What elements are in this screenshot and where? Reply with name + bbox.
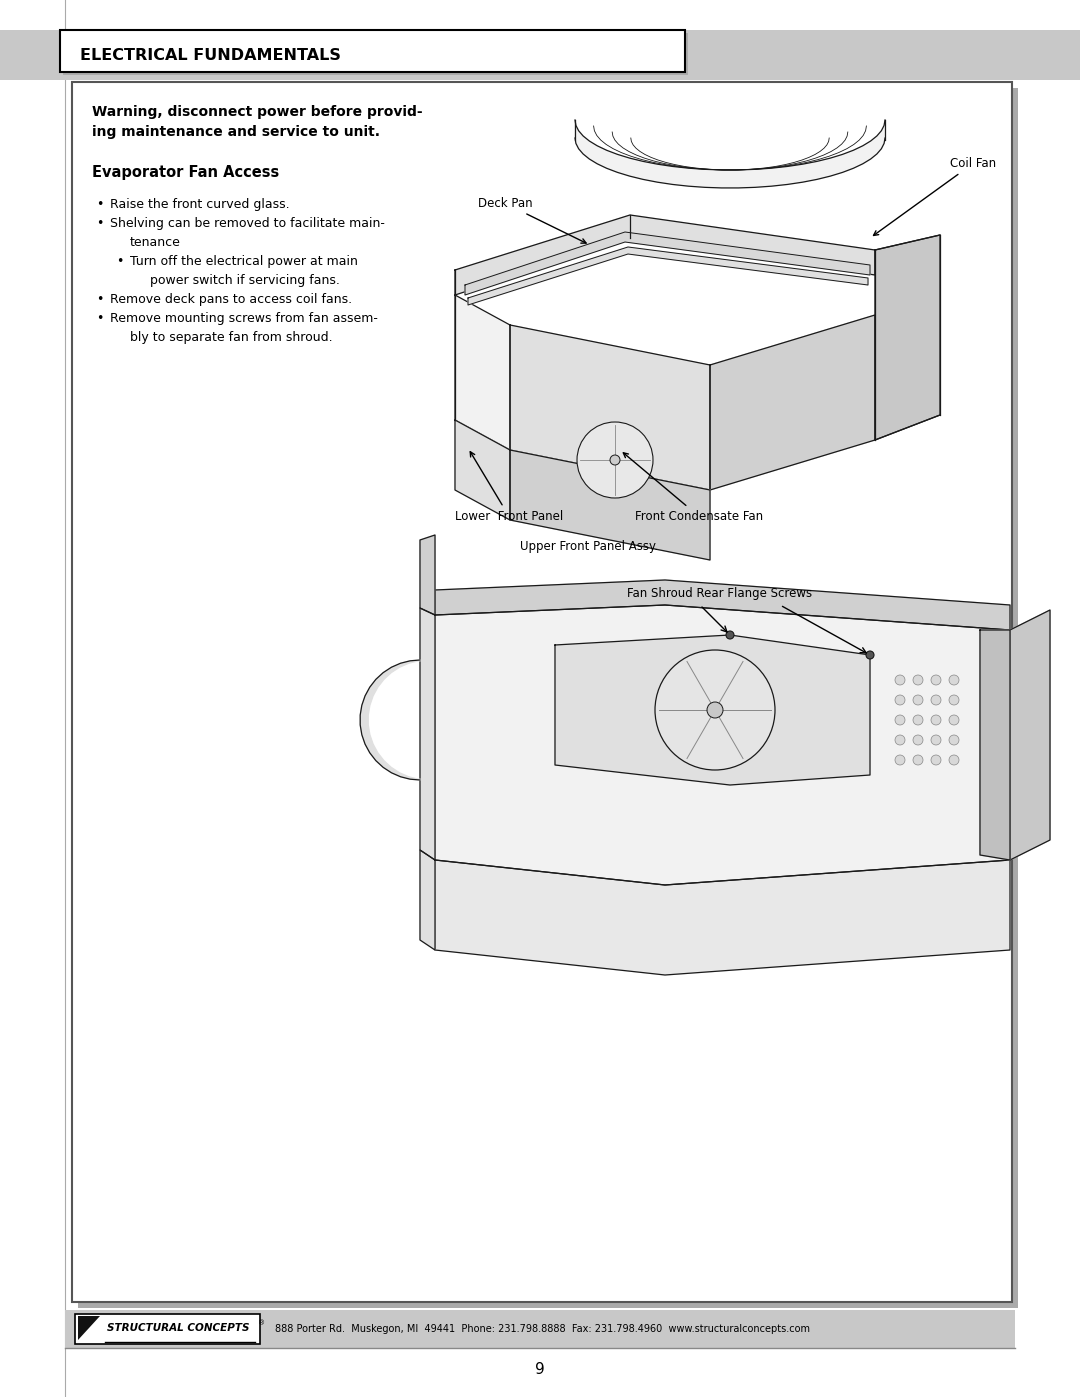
Circle shape	[931, 715, 941, 725]
Polygon shape	[420, 849, 435, 950]
Text: Lower  Front Panel: Lower Front Panel	[455, 451, 564, 522]
Circle shape	[707, 703, 723, 718]
Text: ELECTRICAL FUNDAMENTALS: ELECTRICAL FUNDAMENTALS	[80, 49, 341, 63]
Bar	[1020, 0, 1080, 1397]
Polygon shape	[465, 232, 870, 295]
Circle shape	[895, 675, 905, 685]
Polygon shape	[435, 605, 1010, 886]
Polygon shape	[575, 120, 885, 189]
Bar	[0, 0, 60, 1397]
Bar	[0, 29, 1080, 80]
Text: Turn off the electrical power at main: Turn off the electrical power at main	[130, 256, 357, 268]
Circle shape	[949, 694, 959, 705]
Text: bly to separate fan from shroud.: bly to separate fan from shroud.	[130, 331, 333, 344]
Circle shape	[610, 455, 620, 465]
Circle shape	[931, 675, 941, 685]
Circle shape	[726, 631, 734, 638]
Text: •: •	[96, 312, 104, 326]
Circle shape	[913, 735, 923, 745]
Text: Shelving can be removed to facilitate main-: Shelving can be removed to facilitate ma…	[110, 217, 384, 231]
Bar	[75, 1315, 260, 1344]
Text: STRUCTURAL CONCEPTS: STRUCTURAL CONCEPTS	[107, 1323, 249, 1333]
Text: •: •	[96, 198, 104, 211]
Circle shape	[931, 735, 941, 745]
Polygon shape	[1010, 610, 1050, 861]
Circle shape	[949, 675, 959, 685]
Text: power switch if servicing fans.: power switch if servicing fans.	[150, 274, 340, 286]
Circle shape	[949, 754, 959, 766]
Text: Deck Pan: Deck Pan	[478, 197, 586, 243]
Text: Remove mounting screws from fan assem-: Remove mounting screws from fan assem-	[110, 312, 378, 326]
Polygon shape	[510, 326, 710, 490]
Text: Front Condensate Fan: Front Condensate Fan	[623, 453, 764, 522]
Polygon shape	[435, 861, 1010, 975]
Polygon shape	[455, 295, 510, 450]
Text: tenance: tenance	[130, 236, 180, 249]
Circle shape	[949, 735, 959, 745]
Circle shape	[931, 694, 941, 705]
Polygon shape	[435, 580, 1010, 630]
Text: ing maintenance and service to unit.: ing maintenance and service to unit.	[92, 124, 380, 138]
Text: Fan Shroud Rear Flange Screws: Fan Shroud Rear Flange Screws	[627, 587, 812, 599]
Polygon shape	[361, 659, 428, 780]
Text: Evaporator Fan Access: Evaporator Fan Access	[92, 165, 280, 180]
Circle shape	[895, 754, 905, 766]
Text: 888 Porter Rd.  Muskegon, MI  49441  Phone: 231.798.8888  Fax: 231.798.4960  www: 888 Porter Rd. Muskegon, MI 49441 Phone:…	[275, 1324, 810, 1334]
Polygon shape	[455, 420, 510, 520]
Polygon shape	[980, 630, 1010, 861]
Bar	[60, 29, 685, 73]
Circle shape	[931, 754, 941, 766]
Polygon shape	[468, 247, 868, 305]
Circle shape	[895, 715, 905, 725]
Polygon shape	[510, 450, 710, 560]
Circle shape	[913, 694, 923, 705]
Circle shape	[895, 694, 905, 705]
Circle shape	[866, 651, 874, 659]
Text: •: •	[96, 293, 104, 306]
Bar	[63, 34, 688, 75]
Polygon shape	[78, 1316, 100, 1340]
Bar	[72, 82, 1012, 1302]
Text: ®: ®	[258, 1320, 265, 1326]
Polygon shape	[710, 314, 875, 490]
Text: •: •	[96, 217, 104, 231]
Circle shape	[913, 715, 923, 725]
Polygon shape	[420, 535, 435, 615]
Text: Upper Front Panel Assy.: Upper Front Panel Assy.	[519, 541, 658, 553]
Circle shape	[577, 422, 653, 497]
Text: Coil Fan: Coil Fan	[874, 156, 996, 236]
Circle shape	[949, 715, 959, 725]
Text: Warning, disconnect power before provid-: Warning, disconnect power before provid-	[92, 105, 422, 119]
Text: Remove deck pans to access coil fans.: Remove deck pans to access coil fans.	[110, 293, 352, 306]
Polygon shape	[420, 608, 435, 861]
Polygon shape	[875, 235, 940, 440]
Bar	[65, 1310, 1015, 1348]
Circle shape	[895, 735, 905, 745]
Text: Raise the front curved glass.: Raise the front curved glass.	[110, 198, 289, 211]
Polygon shape	[455, 215, 875, 295]
Bar	[78, 88, 1018, 1308]
Circle shape	[913, 754, 923, 766]
Text: •: •	[116, 256, 123, 268]
Circle shape	[913, 675, 923, 685]
Polygon shape	[555, 636, 870, 785]
Text: 9: 9	[535, 1362, 545, 1377]
Circle shape	[654, 650, 775, 770]
